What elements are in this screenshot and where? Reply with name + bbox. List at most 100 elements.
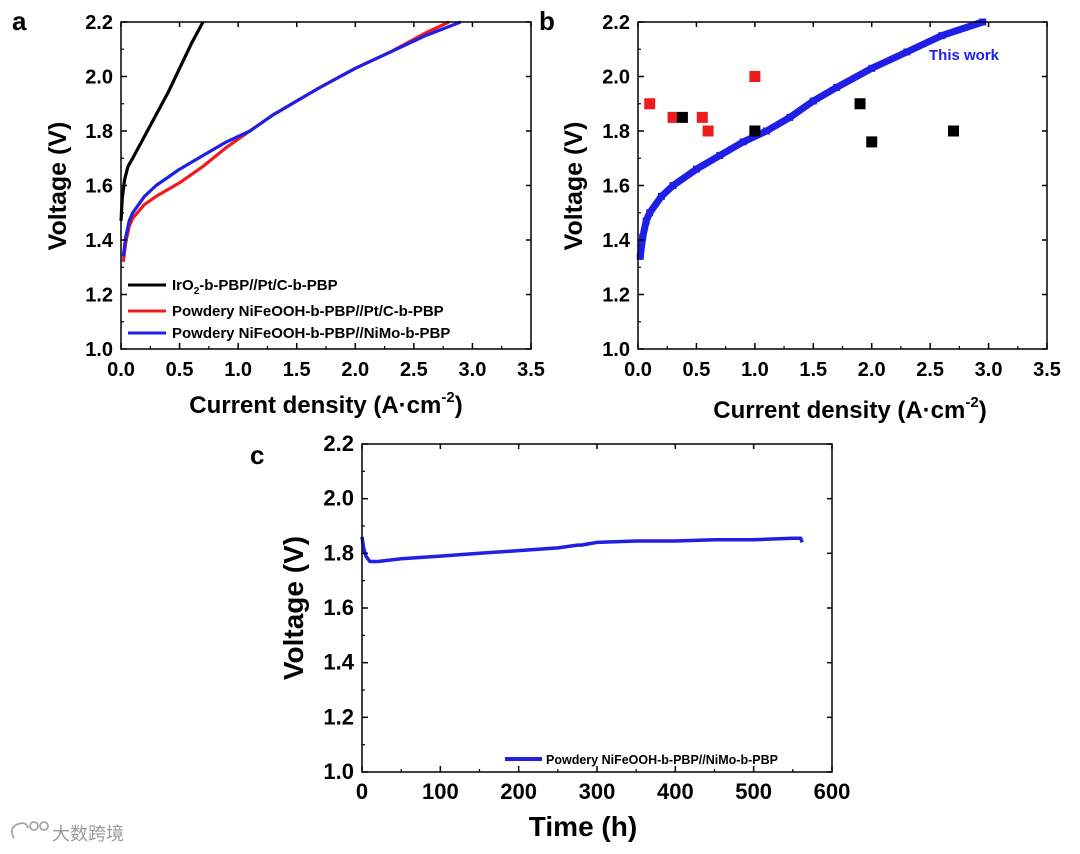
panel-c-frame — [361, 443, 833, 773]
panel-b-ytick-label: 1.8 — [602, 121, 630, 143]
panel-a-xtick-label: 2.0 — [341, 359, 369, 381]
panel-c-xtick-label: 200 — [500, 779, 537, 804]
panel-a-ytick-label: 1.4 — [85, 230, 114, 252]
panel-b-xlabel: Current density (A·cm-2) — [713, 394, 986, 424]
panel-b-frame — [637, 21, 1048, 350]
panel-a-ytick-label: 2.0 — [85, 67, 113, 89]
panel-a-xlabel-main: Current density (A·cm — [189, 392, 441, 419]
watermark-logo-icon — [10, 821, 49, 839]
panel-b-ytick-label: 2.2 — [602, 12, 630, 34]
panel-b-xtick-label: 3.0 — [975, 359, 1003, 381]
panel-a-xtick-label: 2.5 — [400, 359, 428, 381]
panel-a-ytick-label: 1.2 — [85, 285, 113, 307]
panel-a-xtick-label: 1.5 — [283, 359, 311, 381]
legend-a-label-1-post: -b-PBP//Pt/C-b-PBP — [199, 277, 337, 294]
panel-c-ytick-label: 1.2 — [323, 704, 354, 729]
panel-b-red-marker — [696, 111, 708, 123]
panel-c-ytick-label: 1.0 — [323, 759, 354, 784]
panel-c-ytick-label: 2.2 — [323, 431, 354, 456]
panel-b-xlabel-sup: -2 — [965, 394, 978, 411]
panel-b-black-marker — [854, 98, 866, 110]
panel-b-black-marker — [676, 111, 688, 123]
legend-c-label-1: Powdery NiFeOOH-b-PBP//NiMo-b-PBP — [546, 753, 778, 767]
panel-b-xtick-label: 0.0 — [624, 359, 652, 381]
panel-a-marks — [119, 20, 462, 262]
panel-b-ytick-label: 1.2 — [602, 285, 630, 307]
panel-c-ytick-label: 2.0 — [323, 486, 354, 511]
panel-b: b 0.0 0.5 1.0 1.5 2.0 2.5 3.0 3.5 1.0 1.2 1.4 1.6 1.… — [539, 6, 1061, 424]
panel-a-ytick-label: 1.0 — [85, 339, 113, 361]
panel-a-letter: a — [12, 6, 27, 36]
panel-b-ticks: 0.0 0.5 1.0 1.5 2.0 2.5 3.0 3.5 1.0 1.2 1.4 1.6 1.8 2… — [602, 12, 1061, 381]
panel-b-ylabel: Voltage (V) — [560, 122, 588, 251]
panel-b-this-work-point — [868, 64, 876, 72]
panel-a-ytick-label: 2.2 — [85, 12, 113, 34]
panel-b-this-work-point — [763, 127, 771, 135]
panel-a-xtick-label: 0.5 — [166, 359, 194, 381]
panel-b-this-work-point — [646, 209, 654, 217]
panel-b-black-marker — [948, 125, 960, 137]
panel-a-xtick-label: 1.0 — [224, 359, 252, 381]
panel-c-xtick-label: 0 — [356, 779, 368, 804]
panel-b-xtick-label: 3.5 — [1033, 359, 1061, 381]
panel-c-ytick-label: 1.8 — [323, 540, 354, 565]
panel-a: a 0.0 0.5 1.0 1.5 2.0 2.5 3.0 3.5 1.0 1.2 1.4 1.6 1.… — [12, 6, 545, 419]
legend-a-label-2: Powdery NiFeOOH-b-PBP//Pt/C-b-PBP — [172, 303, 444, 320]
panel-b-xtick-label: 2.5 — [916, 359, 944, 381]
panel-a-xtick-label: 0.0 — [107, 359, 135, 381]
panel-a-ytick-label: 1.8 — [85, 121, 113, 143]
legend-a-label-3: Powdery NiFeOOH-b-PBP//NiMo-b-PBP — [172, 325, 450, 342]
panel-b-xtick-label: 1.0 — [741, 359, 769, 381]
panel-a-ylabel: Voltage (V) — [44, 122, 72, 251]
panel-b-ytick-label: 1.0 — [602, 339, 630, 361]
panel-c-ytick-label: 1.4 — [323, 650, 354, 675]
panel-b-this-work-point — [636, 252, 644, 260]
panel-a-ytick-label: 1.6 — [85, 176, 113, 198]
panel-a-legend: IrO2-b-PBP//Pt/C-b-PBP Powdery NiFeOOH-b… — [128, 277, 450, 342]
panel-a-xtick-label: 3.0 — [459, 359, 487, 381]
panel-b-this-work-point — [739, 138, 747, 146]
panel-b-this-work-point — [642, 217, 650, 225]
panel-b-ytick-label: 1.4 — [602, 230, 631, 252]
panel-a-ticks: 0.0 0.5 1.0 1.5 2.0 2.5 3.0 3.5 1.0 1.2 1.4 1.6 1.8 2… — [85, 12, 545, 381]
panel-c-xtick-label: 400 — [657, 779, 694, 804]
panel-a-series-line-3 — [121, 20, 462, 257]
panel-b-xlabel-main: Current density (A·cm — [713, 397, 965, 424]
panel-a-frame — [120, 21, 532, 350]
panel-b-ytick-label: 1.6 — [602, 176, 630, 198]
panel-b-annotation: This work — [929, 47, 1000, 64]
panel-b-black-marker — [866, 136, 878, 148]
panel-b-this-work-point — [938, 32, 946, 40]
panel-b-ytick-label: 2.0 — [602, 67, 630, 89]
panel-a-xlabel-sup: -2 — [441, 389, 454, 406]
panel-b-letter: b — [539, 6, 555, 36]
panel-b-this-work-point — [716, 152, 724, 160]
legend-a-label-1-pre: IrO — [172, 277, 194, 294]
panel-c-marks — [360, 536, 804, 564]
panel-b-xtick-label: 2.0 — [858, 359, 886, 381]
panel-b-this-work-point — [809, 97, 817, 105]
panel-c-xlabel: Time (h) — [529, 811, 637, 842]
panel-c-ticks: 0 100 200 300 400 500 600 1.0 1.2 1.4 1.6 1.8 2.0 2.2 — [323, 431, 850, 804]
panel-a-series-line-2 — [121, 20, 450, 262]
panel-b-this-work-point — [692, 165, 700, 173]
panel-c: c 0 100 200 300 400 500 600 1.0 1.2 1.4 1.6 1.8 2.0 2… — [250, 431, 850, 842]
panel-c-legend: Powdery NiFeOOH-b-PBP//NiMo-b-PBP — [505, 753, 778, 767]
watermark-text: 大数跨境 — [52, 824, 124, 845]
panel-b-xtick-label: 1.5 — [799, 359, 827, 381]
panel-a-xlabel: Current density (A·cm-2) — [189, 389, 462, 419]
panel-b-red-marker — [644, 98, 656, 110]
panel-c-letter: c — [250, 440, 264, 470]
panel-b-this-work-point — [903, 48, 911, 56]
panel-b-this-work-point — [639, 233, 647, 241]
panel-c-xtick-label: 500 — [735, 779, 772, 804]
panel-a-xlabel-end: ) — [455, 392, 463, 419]
panel-c-ytick-label: 1.6 — [323, 595, 354, 620]
panel-b-black-marker — [749, 125, 761, 137]
legend-a-label-1: IrO2-b-PBP//Pt/C-b-PBP — [172, 277, 338, 297]
panel-b-red-marker — [749, 71, 761, 82]
watermark: 大数跨境 — [10, 821, 124, 845]
panel-c-xtick-label: 600 — [814, 779, 851, 804]
panel-b-red-marker — [667, 111, 679, 123]
